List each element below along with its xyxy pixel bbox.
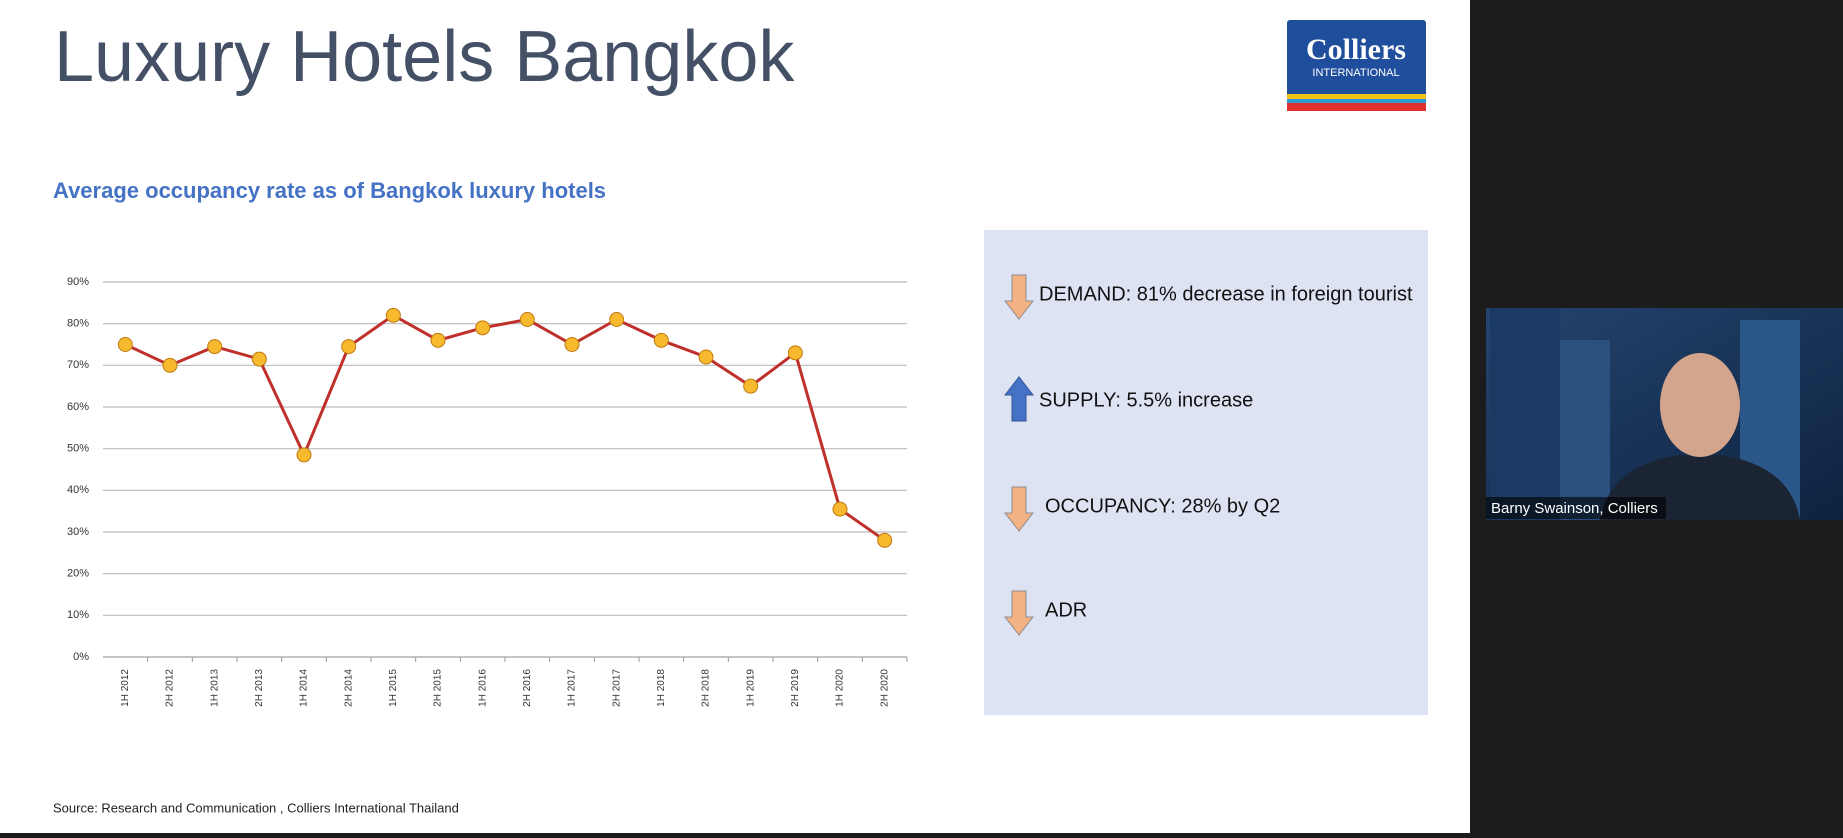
y-tick-label: 30% — [67, 526, 89, 538]
x-tick-label: 2H 2016 — [522, 669, 533, 707]
y-tick-label: 0% — [73, 651, 89, 663]
marker — [743, 378, 759, 394]
marker — [832, 501, 848, 517]
x-tick-label: 1H 2019 — [745, 669, 756, 707]
x-tick-label: 1H 2012 — [120, 669, 131, 707]
slide-title: Luxury Hotels Bangkok — [54, 17, 795, 97]
logo-stripe — [1287, 103, 1426, 111]
marker — [877, 532, 893, 548]
y-tick-label: 10% — [67, 609, 89, 621]
building — [1560, 340, 1610, 520]
marker — [296, 447, 312, 463]
note-arrow — [1003, 590, 1035, 636]
building — [1490, 308, 1560, 520]
note-text: SUPPLY: 5.5% increase — [1039, 389, 1253, 411]
y-tick-label: 90% — [67, 276, 89, 288]
note-text: ADR — [1045, 599, 1087, 621]
x-tick-label: 1H 2013 — [209, 669, 220, 707]
x-tick-label: 1H 2014 — [299, 669, 310, 707]
x-tick-label: 2H 2015 — [433, 669, 444, 707]
marker — [564, 337, 580, 352]
note-arrow — [1003, 376, 1035, 422]
marker — [117, 337, 133, 352]
marker — [609, 312, 625, 327]
marker — [207, 339, 223, 355]
logo-name: Colliers — [1306, 33, 1406, 66]
y-tick-label: 20% — [67, 568, 89, 580]
y-tick-label: 60% — [67, 401, 89, 413]
y-tick-label: 70% — [67, 359, 89, 371]
y-tick-label: 50% — [67, 443, 89, 455]
note-arrow — [1003, 274, 1035, 320]
marker — [698, 349, 714, 365]
marker — [519, 312, 535, 327]
marker — [385, 307, 401, 323]
marker — [430, 332, 446, 348]
logo-stripe — [1287, 99, 1426, 103]
logo-sub: INTERNATIONAL — [1312, 67, 1399, 79]
participant-name: Barny Swainson, Colliers — [1491, 500, 1658, 517]
logo: Colliers INTERNATIONAL — [1287, 20, 1426, 111]
person-head — [1660, 353, 1740, 457]
line — [124, 313, 886, 542]
x-tick-label: 2H 2019 — [790, 669, 801, 707]
x-tick-label: 1H 2020 — [835, 669, 846, 707]
marker — [787, 345, 803, 361]
marker — [653, 332, 669, 348]
x-tick-label: 1H 2016 — [477, 669, 488, 707]
marker — [475, 320, 491, 336]
source: Source: Research and Communication , Col… — [53, 800, 459, 815]
x-tick-label: 2H 2014 — [343, 669, 354, 707]
x-tick-label: 1H 2017 — [567, 669, 578, 707]
note-arrow — [1003, 486, 1035, 532]
x-tick-label: 1H 2015 — [388, 669, 399, 707]
name-label-bg — [1486, 497, 1666, 519]
note-text: OCCUPANCY: 28% by Q2 — [1045, 495, 1280, 517]
y-tick-label: 80% — [67, 318, 89, 330]
marker — [162, 357, 178, 373]
marker — [341, 339, 357, 355]
video-tile: Barny Swainson, Colliers — [1486, 308, 1843, 520]
notes-box — [984, 230, 1428, 715]
y-tick-label: 40% — [67, 484, 89, 496]
chart-title: Average occupancy rate as of Bangkok lux… — [53, 178, 606, 203]
x-tick-label: 2H 2013 — [254, 669, 265, 707]
logo-stripe — [1287, 94, 1426, 99]
note-text: DEMAND: 81% decrease in foreign tourist — [1039, 283, 1413, 305]
x-tick-label: 2H 2017 — [611, 669, 622, 707]
x-tick-label: 1H 2018 — [656, 669, 667, 707]
logo-box — [1287, 20, 1426, 104]
marker — [251, 351, 267, 367]
x-tick-label: 2H 2020 — [879, 669, 890, 707]
x-tick-label: 2H 2018 — [701, 669, 712, 707]
x-tick-label: 2H 2012 — [165, 669, 176, 707]
